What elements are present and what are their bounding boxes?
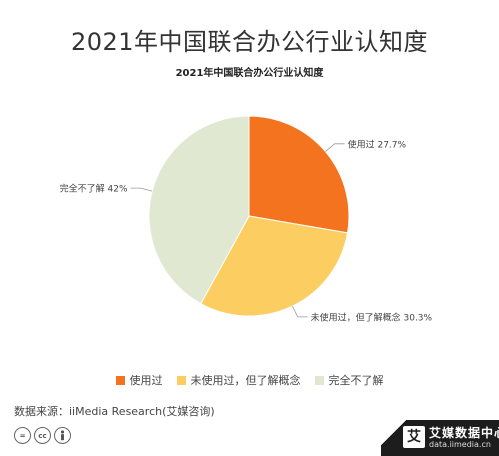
person-icon [54, 427, 71, 444]
legend-label-unaware: 完全不了解 [328, 374, 384, 387]
legend-swatch-unaware [314, 375, 324, 385]
brand-name: 艾媒数据中心 [429, 426, 499, 440]
legend-item-used[interactable]: 使用过 [115, 372, 163, 388]
slice-label-used: 使用过 27.7% [348, 138, 407, 150]
data-source-text: 数据来源：iiMedia Research(艾媒咨询) [14, 405, 215, 418]
chart-legend: 使用过 未使用过，但了解概念 完全不了解 [0, 372, 499, 388]
license-badges: = cc [14, 427, 71, 444]
cc-icon: cc [34, 427, 51, 444]
legend-label-aware: 未使用过，但了解概念 [190, 374, 301, 387]
chart-title: 2021年中国联合办公行业认知度 [175, 68, 324, 79]
pie-chart: 使用过 27.7% 未使用过，但了解概念 30.3% 完全不了解 42% [60, 115, 433, 323]
legend-swatch-aware [176, 375, 186, 385]
brand-badge: 艾 艾媒数据中心 data.iimedia.cn [381, 420, 499, 456]
page-title: 2021年中国联合办公行业认知度 [70, 28, 429, 56]
legend-label-used: 使用过 [129, 374, 163, 387]
pie-slice-used [248, 115, 350, 234]
leader-line [325, 143, 345, 152]
leader-line [292, 305, 308, 318]
slice-label-aware: 未使用过，但了解概念 30.3% [311, 311, 433, 323]
pie-slice-aware [200, 215, 349, 317]
brand-logo-icon: 艾 [403, 426, 425, 448]
legend-swatch-used [115, 375, 125, 385]
leader-line [130, 187, 153, 192]
legend-item-aware[interactable]: 未使用过，但了解概念 [176, 372, 301, 388]
brand-url: data.iimedia.cn [429, 440, 491, 449]
equals-icon: = [14, 427, 31, 444]
legend-item-unaware[interactable]: 完全不了解 [314, 372, 384, 388]
slice-label-unaware: 完全不了解 42% [60, 183, 128, 195]
